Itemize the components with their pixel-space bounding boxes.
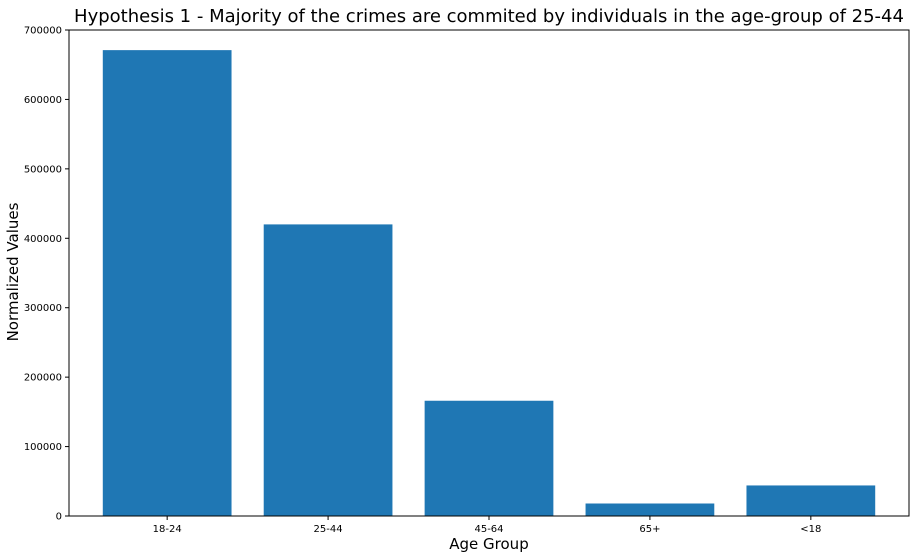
x-tick-label: 25-44 bbox=[314, 524, 343, 535]
y-axis-label: Normalized Values bbox=[4, 202, 22, 341]
plot-area: 0 100000 200000 300000 400000 500000 600000 700… bbox=[24, 26, 910, 535]
x-tick-label: 45-64 bbox=[474, 524, 503, 535]
bar-45-64 bbox=[424, 400, 554, 516]
chart-title: Hypothesis 1 - Majority of the crimes ar… bbox=[74, 6, 904, 27]
y-tick-label: 700000 bbox=[24, 26, 62, 37]
y-tick-label: 500000 bbox=[24, 164, 62, 175]
x-tick-label: 65+ bbox=[639, 524, 660, 535]
y-tick-label: 100000 bbox=[24, 442, 62, 453]
y-tick-label: 300000 bbox=[24, 303, 62, 314]
y-tick-label: 600000 bbox=[24, 95, 62, 106]
x-tick-label: <18 bbox=[800, 524, 821, 535]
bar-25-44 bbox=[263, 224, 393, 516]
bar-65+ bbox=[585, 503, 715, 516]
bar-18-24 bbox=[102, 50, 232, 516]
x-tick-label: 18-24 bbox=[153, 524, 182, 535]
y-tick-label: 200000 bbox=[24, 373, 62, 384]
y-tick-label: 400000 bbox=[24, 234, 62, 245]
y-tick-label: 0 bbox=[56, 512, 62, 523]
x-axis-label: Age Group bbox=[449, 535, 528, 553]
bar-<18 bbox=[746, 485, 876, 516]
